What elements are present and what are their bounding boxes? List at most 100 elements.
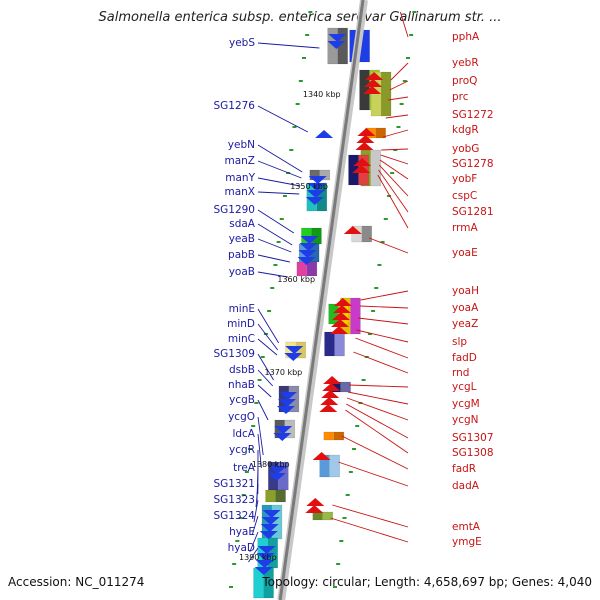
leader-line (381, 148, 409, 151)
gene-label-hyae[interactable]: hyaE (229, 526, 255, 538)
gene-label-nhab[interactable]: nhaB (228, 379, 255, 391)
gene-label-hyad[interactable]: hyaD (228, 542, 255, 554)
scale-label: 1390 kbp (239, 553, 277, 562)
gene-label-yobg[interactable]: yobG (452, 143, 479, 155)
gene-label-yobf[interactable]: yobF (452, 173, 477, 185)
gene-label-ppha[interactable]: pphA (452, 31, 480, 43)
gene-label-rrma[interactable]: rrmA (452, 222, 478, 234)
gene-arrow (343, 226, 362, 234)
gene-arrow (262, 510, 281, 518)
gene-label-yebn[interactable]: yebN (228, 139, 255, 151)
gene-arrow (305, 505, 324, 513)
gene-label-yoae[interactable]: yoaE (452, 247, 478, 259)
gene-label-ycgn[interactable]: ycgN (452, 414, 479, 426)
gene-label-ycgo[interactable]: ycgO (228, 411, 255, 423)
gene-label-sg1272[interactable]: SG1272 (452, 109, 494, 121)
gene-label-sg1290[interactable]: SG1290 (213, 204, 255, 216)
scale-label: 1380 kbp (252, 460, 290, 469)
gene-label-mine[interactable]: minE (229, 303, 255, 315)
leader-line (257, 271, 288, 278)
gene-block (265, 489, 286, 503)
leader-line (257, 433, 262, 469)
gene-arrow (363, 86, 382, 94)
leader-line (356, 329, 409, 343)
gene-label-yeab[interactable]: yeaB (229, 233, 255, 245)
leader-line (390, 62, 409, 81)
leader-line (345, 409, 409, 454)
gene-label-ldca[interactable]: ldcA (232, 428, 255, 440)
gene-label-sg1309[interactable]: SG1309 (213, 348, 255, 360)
gene-arrow (261, 517, 280, 525)
gene-label-ycgm[interactable]: ycgM (452, 398, 480, 410)
gene-label-sdaa[interactable]: sdaA (229, 218, 256, 230)
gene-label-manz[interactable]: manZ (224, 155, 255, 167)
gene-label-proq[interactable]: proQ (452, 75, 477, 87)
gene-label-mind[interactable]: minD (227, 318, 255, 330)
gene-label-sg1308[interactable]: SG1308 (452, 447, 494, 459)
gene-arrow (308, 176, 327, 184)
gene-label-yebs[interactable]: yebS (229, 37, 255, 49)
gene-label-sg1281[interactable]: SG1281 (452, 206, 494, 218)
leader-line (341, 435, 409, 470)
gene-label-yoab[interactable]: yoaB (229, 266, 255, 278)
gene-label-minc[interactable]: minC (228, 333, 255, 345)
gene-label-dsbb[interactable]: dsbB (229, 364, 255, 376)
gene-label-slp[interactable]: slp (452, 336, 467, 348)
gene-arrow (320, 397, 339, 405)
gene-arrow (312, 452, 331, 460)
gene-label-trea[interactable]: treA (233, 462, 256, 474)
gene-label-ycgb[interactable]: ycgB (229, 394, 255, 406)
leader-line (353, 351, 409, 374)
gene-label-emta[interactable]: emtA (452, 521, 481, 533)
leader-line (379, 159, 409, 180)
gene-label-kdgr[interactable]: kdgR (452, 124, 479, 136)
gene-label-sg1324[interactable]: SG1324 (213, 510, 255, 522)
gene-arrow (255, 560, 274, 568)
gene-label-many[interactable]: manY (225, 172, 255, 184)
leader-line (377, 174, 409, 229)
gene-label-sg1307[interactable]: SG1307 (452, 432, 494, 444)
leader-line (378, 169, 409, 213)
gene-label-yoaa[interactable]: yoaA (452, 302, 479, 314)
gene-label-pabb[interactable]: pabB (228, 249, 255, 261)
topology-summary: Topology: circular; Length: 4,658,697 bp… (262, 575, 592, 589)
gene-label-sg1321[interactable]: SG1321 (213, 478, 255, 490)
leader-line (257, 323, 279, 351)
leader-line (257, 399, 269, 421)
gene-label-cspc[interactable]: cspC (452, 190, 477, 202)
label-leader-lines (248, 11, 409, 563)
leader-line (346, 397, 409, 421)
scale-labels: 1340 kbp 1350 kbp 1360 kbp 1370 kbp 1380 kbp… (239, 90, 341, 562)
gene-arrow (297, 257, 316, 265)
gene-label-sg1323[interactable]: SG1323 (213, 494, 255, 506)
gene-label-fadr[interactable]: fadR (452, 463, 476, 475)
gene-arrow (268, 466, 287, 474)
gene-label-fadd[interactable]: fadD (452, 352, 477, 364)
gene-arrow (364, 79, 383, 87)
gene-arrow (299, 243, 318, 251)
leader-line (347, 391, 409, 405)
gene-block (327, 27, 348, 65)
gene-arrows (254, 34, 384, 575)
gene-label-yoah[interactable]: yoaH (452, 285, 479, 297)
gene-label-manx[interactable]: manX (224, 186, 255, 198)
gene-label-yebr[interactable]: yebR (452, 57, 479, 69)
leader-line (348, 384, 409, 388)
gene-label-ycgr[interactable]: ycgR (229, 444, 255, 456)
leader-line (257, 144, 303, 173)
gene-label-rnd[interactable]: rnd (452, 367, 469, 379)
scale-label: 1360 kbp (277, 275, 315, 284)
gene-arrow (322, 383, 341, 391)
gene-label-yeaz[interactable]: yeaZ (452, 318, 478, 330)
gene-label-sg1276[interactable]: SG1276 (213, 100, 255, 112)
gene-label-dada[interactable]: dadA (452, 480, 480, 492)
gene-arrow (285, 346, 304, 354)
leader-line (355, 337, 409, 359)
gene-label-prc[interactable]: prc (452, 91, 469, 103)
gene-label-ycgl[interactable]: ycgL (452, 381, 477, 393)
gene-label-sg1278[interactable]: SG1278 (452, 158, 494, 170)
gene-arrow (330, 319, 349, 327)
gene-block (324, 331, 345, 357)
gene-label-ymge[interactable]: ymgE (452, 536, 482, 548)
